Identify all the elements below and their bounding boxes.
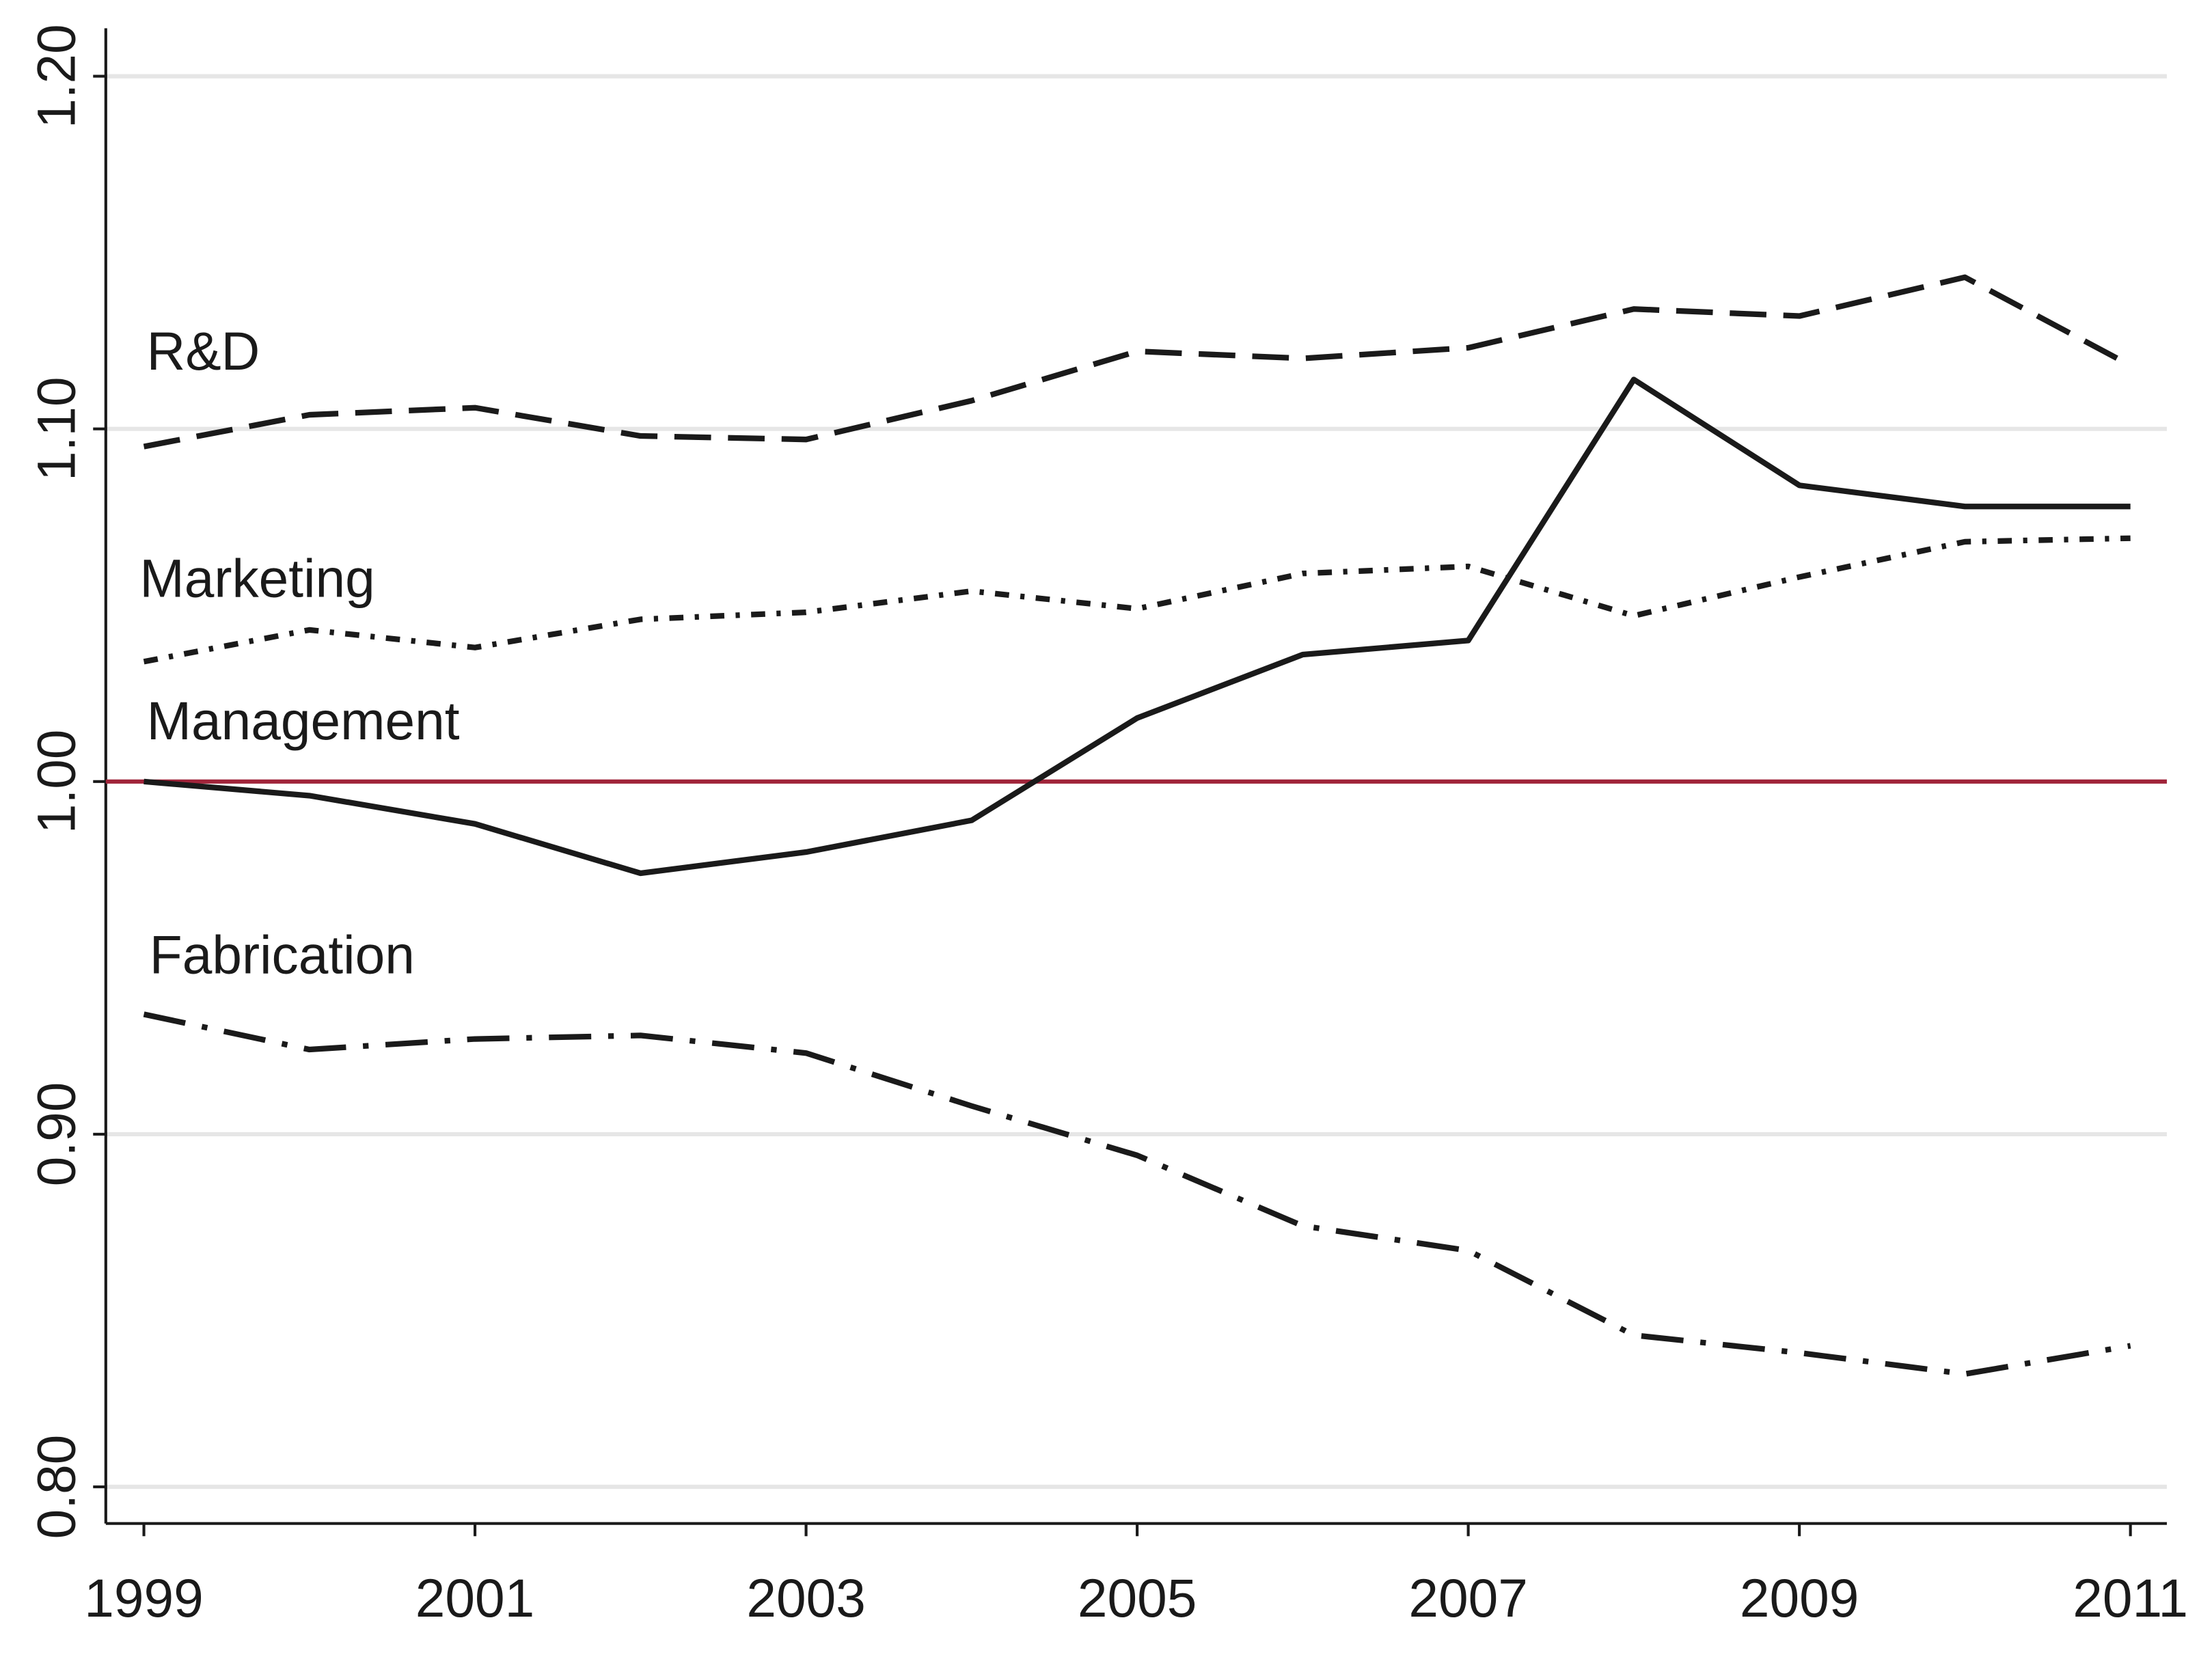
y-tick-label: 1.20 bbox=[26, 24, 86, 128]
x-tick-label: 1999 bbox=[84, 1568, 203, 1628]
series-label: R&D bbox=[147, 321, 260, 381]
series-label: Fabrication bbox=[150, 925, 415, 985]
x-tick-label: 2009 bbox=[1740, 1568, 1859, 1628]
x-tick-label: 2007 bbox=[1408, 1568, 1527, 1628]
series-label: Marketing bbox=[139, 548, 374, 608]
x-tick-label: 2001 bbox=[415, 1568, 535, 1628]
y-tick-label: 1.10 bbox=[26, 376, 86, 481]
y-tick-label: 1.00 bbox=[26, 729, 86, 834]
y-tick-label: 0.90 bbox=[26, 1082, 86, 1187]
series-line bbox=[143, 1011, 2131, 1377]
x-tick-label: 2005 bbox=[1078, 1568, 1197, 1628]
series-label: Management bbox=[147, 691, 460, 751]
y-tick-label: 0.80 bbox=[26, 1435, 86, 1539]
series-line bbox=[144, 376, 2131, 877]
series-line bbox=[143, 274, 2132, 450]
x-tick-label: 2003 bbox=[746, 1568, 866, 1628]
x-tick-label: 2011 bbox=[2073, 1568, 2188, 1628]
series-line bbox=[143, 535, 2131, 665]
